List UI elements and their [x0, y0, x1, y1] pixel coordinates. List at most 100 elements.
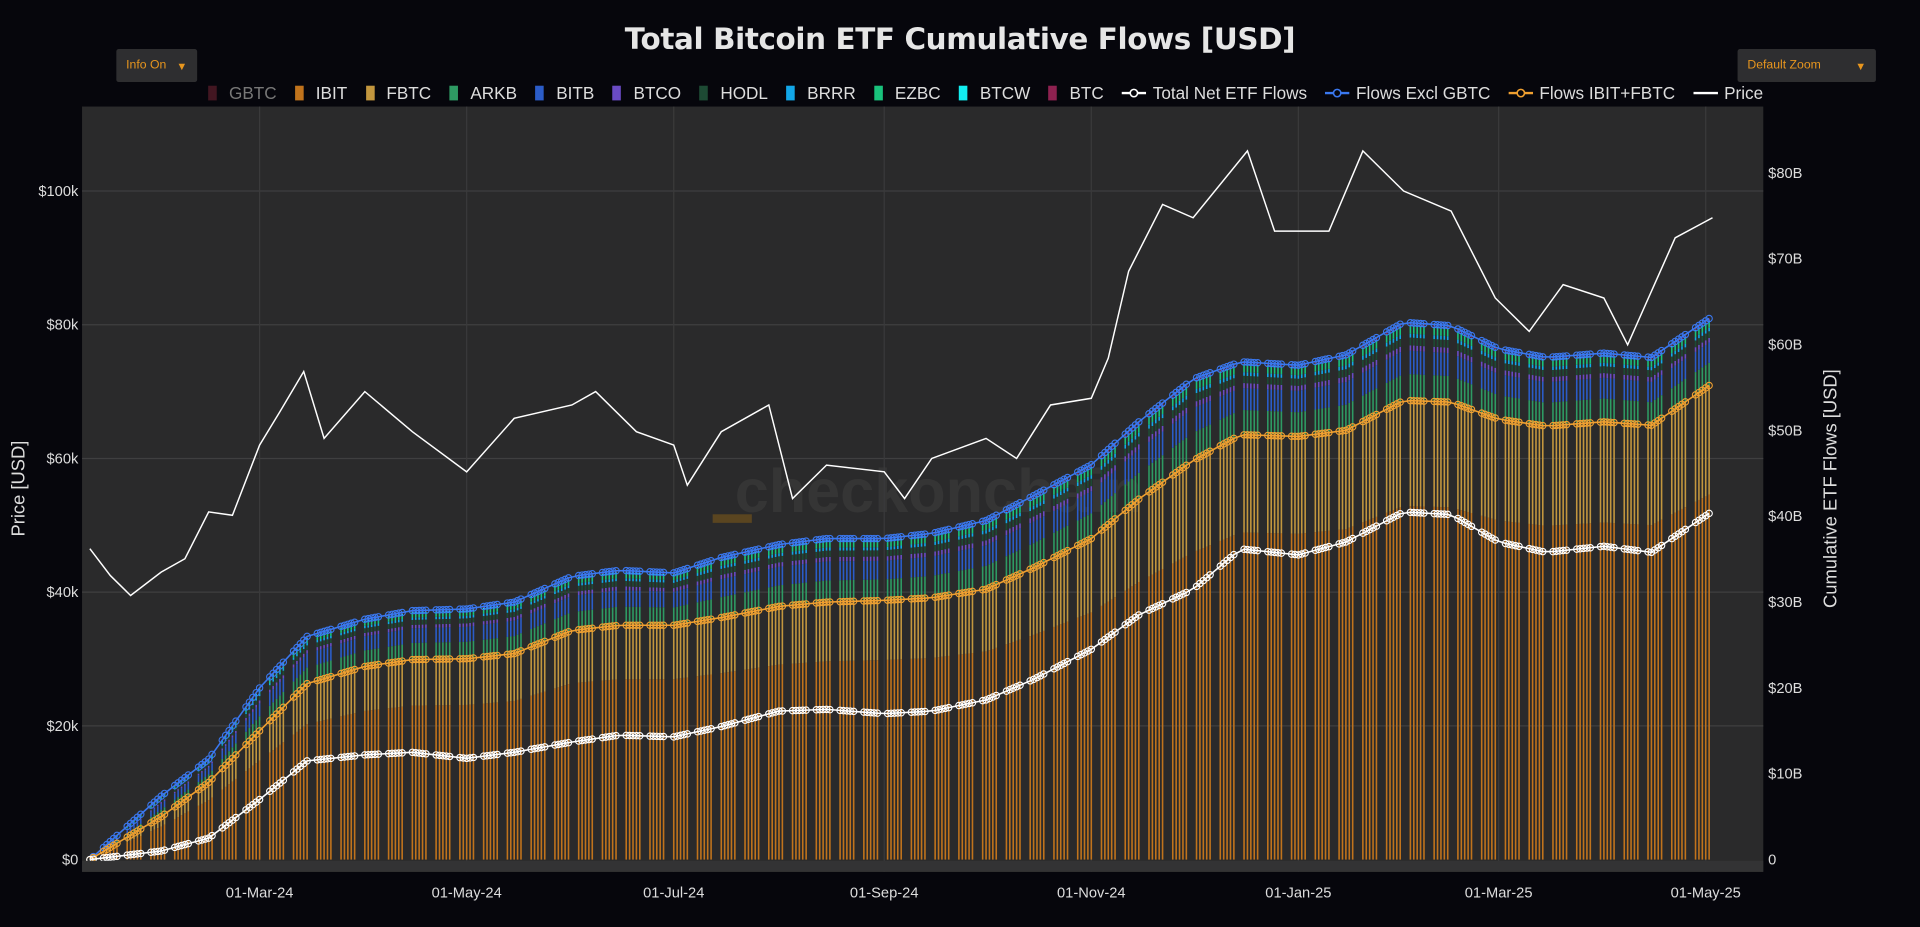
bar-hodl	[581, 585, 583, 591]
legend-item-bitb[interactable]: BITB	[535, 83, 594, 103]
bar-hodl	[221, 745, 224, 749]
legend-item-ibitfbtc[interactable]: Flows IBIT+FBTC	[1508, 83, 1675, 103]
bar-hodl	[1250, 376, 1252, 384]
bar-ibit	[1029, 636, 1031, 860]
bar-btcw	[387, 616, 390, 618]
legend-item-hodl[interactable]: HODL	[699, 83, 768, 103]
bar-btcw	[822, 540, 824, 543]
bar-arkb	[910, 577, 913, 599]
bar-stack	[1175, 392, 1177, 860]
legend-item-price[interactable]: Price	[1693, 83, 1763, 103]
legend-item-btcw[interactable]: BTCW	[959, 83, 1030, 103]
flows-ibit-fbtc-marker	[1230, 434, 1238, 443]
bar-fbtc	[723, 616, 726, 673]
legend-item-gbtc[interactable]: GBTC	[208, 83, 277, 103]
legend-item-arkb[interactable]: ARKB	[449, 83, 517, 103]
bar-stack	[822, 538, 824, 860]
flows-excl-gbtc-marker	[391, 610, 400, 618]
legend-item-ibit[interactable]: IBIT	[294, 83, 347, 103]
bar-btco	[900, 554, 902, 560]
bar-ibit	[493, 702, 495, 860]
bar-bitb	[863, 561, 865, 580]
bar-ibit	[1032, 634, 1035, 860]
flows-excl-gbtc-marker	[1583, 350, 1591, 359]
total-net-flows-markers	[86, 508, 1713, 864]
bar-arkb	[873, 579, 875, 601]
bar-hodl	[1005, 523, 1008, 531]
bar-ibit	[1039, 632, 1042, 860]
bar-arkb	[1623, 400, 1626, 424]
bar-ibit	[628, 679, 631, 860]
bar-hodl	[1654, 368, 1656, 375]
bar-stack	[1708, 318, 1710, 860]
bar-bitb	[1039, 518, 1042, 540]
bar-stack	[896, 537, 899, 860]
bar-brrr	[1328, 368, 1330, 373]
legend-item-total[interactable]: Total Net ETF Flows	[1122, 83, 1307, 103]
legend-item-btc[interactable]: BTC	[1048, 83, 1104, 103]
legend-label: Flows Excl GBTC	[1356, 83, 1491, 103]
bar-ezbc	[1541, 360, 1544, 367]
bar-arkb	[1626, 400, 1629, 424]
bar-brrr	[1297, 375, 1300, 379]
bar-btco	[1185, 407, 1188, 414]
bar-btco	[1032, 516, 1035, 522]
flows-ibit-fbtc-marker	[1002, 576, 1011, 584]
bar-bitb	[567, 597, 570, 614]
bar-ibit	[302, 726, 305, 860]
bar-bitb	[900, 559, 902, 579]
bar-ezbc	[510, 605, 512, 610]
flows-excl-gbtc-marker	[1644, 353, 1652, 361]
bar-stack	[316, 633, 319, 860]
bar-hodl	[1365, 357, 1368, 366]
legend-item-fbtc[interactable]: FBTC	[365, 83, 431, 103]
total-net-flows-marker	[1705, 509, 1713, 518]
bar-arkb	[116, 840, 118, 844]
flows-ibit-fbtc-marker	[1610, 418, 1618, 427]
bar-fbtc	[1396, 403, 1398, 509]
bar-ibit	[201, 803, 203, 860]
flows-excl-gbtc-marker	[184, 771, 193, 779]
bar-hodl	[754, 561, 757, 568]
bar-bitb	[1246, 388, 1249, 411]
bar-brrr	[917, 543, 919, 547]
flows-ibit-fbtc-marker	[537, 638, 546, 647]
flows-ibit-fbtc-marker	[768, 603, 776, 612]
zoom-dropdown[interactable]: Default Zoom ▼	[1737, 48, 1876, 83]
bar-btc	[1518, 352, 1520, 355]
bar-fbtc	[1586, 423, 1588, 524]
bar-btco	[1138, 444, 1140, 450]
flows-ibit-fbtc-marker	[137, 825, 145, 833]
bar-hodl	[1138, 436, 1140, 445]
bar-ezbc	[1182, 390, 1184, 399]
legend-item-btco[interactable]: BTCO	[612, 83, 681, 103]
bar-stack	[615, 570, 617, 860]
bar-btco	[228, 739, 230, 742]
bar-ezbc	[679, 573, 682, 579]
total-net-flows-marker	[374, 750, 383, 758]
bar-arkb	[1504, 396, 1507, 421]
bar-ibit	[1389, 511, 1391, 860]
bar-stack	[1487, 343, 1490, 860]
bar-btco	[893, 555, 896, 560]
bar-ezbc	[1253, 366, 1256, 373]
legend-item-ezbc[interactable]: EZBC	[874, 83, 941, 103]
total-net-flows-marker	[442, 752, 451, 760]
legend-label: BRRR	[807, 83, 856, 103]
bar-ibit	[1233, 535, 1235, 860]
total-net-flows-marker	[157, 847, 165, 855]
bar-btco	[1463, 353, 1466, 360]
bar-arkb	[530, 629, 532, 647]
bar-arkb	[944, 573, 947, 596]
bar-btco	[1504, 370, 1507, 376]
total-net-flows-marker	[1009, 684, 1017, 692]
bar-brrr	[771, 554, 773, 558]
bar-arkb	[1419, 374, 1422, 401]
bar-fbtc	[1175, 472, 1177, 562]
legend-item-brrr[interactable]: BRRR	[786, 83, 856, 103]
bar-arkb	[486, 639, 488, 657]
info-toggle-dropdown[interactable]: Info On ▼	[116, 48, 198, 83]
legend-item-excl[interactable]: Flows Excl GBTC	[1325, 83, 1490, 103]
bar-ezbc	[530, 597, 532, 602]
bar-btco	[1487, 364, 1490, 370]
